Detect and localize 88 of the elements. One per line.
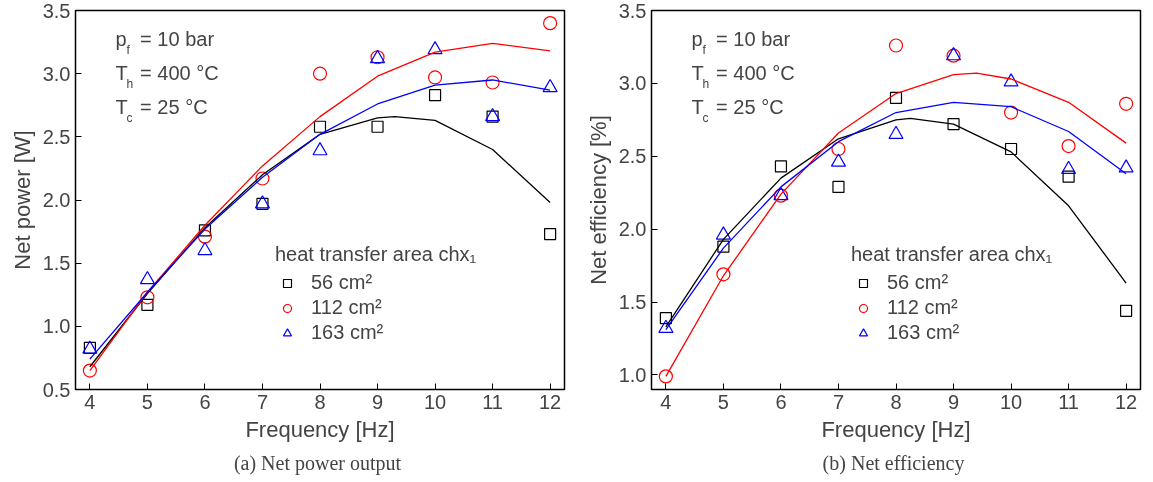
point xyxy=(888,125,904,140)
x-tick-label: 11 xyxy=(1058,390,1079,413)
y-tick-label: 0.5 xyxy=(42,378,71,401)
y-tick-label: 1.5 xyxy=(618,291,647,314)
y-tick-label: 2.0 xyxy=(618,218,647,241)
point xyxy=(1004,142,1018,156)
point xyxy=(658,319,674,333)
text: (b) Net efficiency xyxy=(822,451,965,475)
x-tick-label: 8 xyxy=(314,390,326,413)
point xyxy=(830,153,847,167)
point xyxy=(717,240,730,253)
point xyxy=(139,270,156,285)
point xyxy=(1003,73,1019,87)
x-tick-label: 9 xyxy=(371,390,384,413)
legend-title: heat transfer area chx₁ xyxy=(275,243,477,266)
x-tick-label: 12 xyxy=(538,390,562,413)
point xyxy=(427,40,443,55)
point xyxy=(1120,304,1133,317)
point xyxy=(255,171,270,186)
point xyxy=(1119,96,1134,111)
y-tick-label: 1.5 xyxy=(42,252,71,275)
x-axis-title: Frequency [Hz] xyxy=(821,416,971,442)
point xyxy=(947,118,960,131)
point xyxy=(658,369,673,384)
point xyxy=(371,120,384,133)
point xyxy=(1061,138,1076,154)
y-tick-label: 2.0 xyxy=(42,189,71,211)
point xyxy=(716,267,731,282)
point xyxy=(659,311,672,325)
x-tick-label: 6 xyxy=(775,390,787,413)
point xyxy=(1003,105,1019,120)
y-axis-title: Net efficiency [%] xyxy=(585,115,611,285)
point xyxy=(427,70,443,85)
point xyxy=(197,229,213,244)
point xyxy=(141,298,154,311)
line-series xyxy=(89,115,551,368)
point xyxy=(428,89,442,102)
point xyxy=(312,142,328,156)
point xyxy=(1060,160,1077,175)
point xyxy=(542,78,558,93)
x-tick-label: 10 xyxy=(423,390,447,413)
y-tick-label: 3.0 xyxy=(42,62,71,85)
point xyxy=(198,224,212,237)
x-tick-label: 5 xyxy=(717,390,729,413)
legend-label: 163 cm² xyxy=(887,321,960,344)
y-tick-label: 2.5 xyxy=(42,125,71,148)
x-tick-label: 5 xyxy=(141,390,153,413)
x-axis-title: Frequency [Hz] xyxy=(245,416,395,442)
legend-label: 163 cm² xyxy=(311,321,384,344)
point xyxy=(313,120,327,133)
text: (a) Net power output xyxy=(233,451,402,475)
point xyxy=(1118,159,1134,173)
y-tick-label: 3.5 xyxy=(42,0,71,22)
point xyxy=(82,363,97,378)
point xyxy=(544,228,557,241)
y-tick-label: 1.0 xyxy=(618,363,647,386)
x-tick-label: 7 xyxy=(832,390,845,413)
legend-label: 56 cm² xyxy=(887,271,949,294)
point xyxy=(1062,170,1075,183)
point xyxy=(140,290,155,305)
y-tick-label: 2.5 xyxy=(618,145,647,168)
y-tick-label: 3.5 xyxy=(618,0,647,22)
y-tick-label: 1.0 xyxy=(42,315,71,338)
point xyxy=(831,141,846,157)
x-tick-label: 4 xyxy=(660,390,672,413)
point xyxy=(197,241,213,256)
x-tick-label: 10 xyxy=(999,390,1023,413)
x-tick-label: 8 xyxy=(890,390,902,413)
legend-label: 112 cm² xyxy=(887,296,958,319)
point xyxy=(543,16,558,31)
legend-label: 56 cm² xyxy=(311,271,373,294)
x-tick-label: 9 xyxy=(947,390,960,413)
point xyxy=(889,91,903,105)
point xyxy=(774,160,788,173)
x-tick-label: 6 xyxy=(199,390,211,413)
point xyxy=(832,180,845,193)
x-tick-label: 4 xyxy=(84,390,96,413)
legend-title: heat transfer area chx₁ xyxy=(851,243,1053,266)
y-tick-label: 3.0 xyxy=(618,72,647,95)
point xyxy=(715,226,732,240)
legend-label: 112 cm² xyxy=(311,296,382,319)
point xyxy=(312,66,328,81)
x-tick-label: 11 xyxy=(482,390,503,413)
x-tick-label: 12 xyxy=(1114,390,1138,413)
point xyxy=(485,75,500,90)
y-axis-title: Net power [W] xyxy=(9,130,35,270)
x-tick-label: 7 xyxy=(256,390,269,413)
point xyxy=(888,38,904,53)
